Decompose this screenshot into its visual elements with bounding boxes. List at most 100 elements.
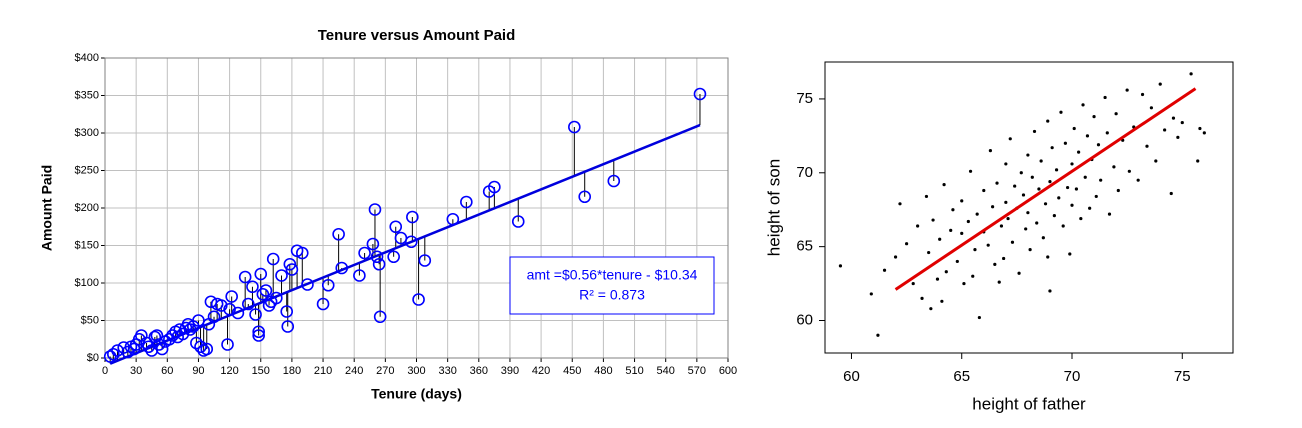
data-point: [1198, 126, 1202, 131]
chart-title: Tenure versus Amount Paid: [318, 27, 516, 44]
x-tick-label: 120: [220, 365, 238, 377]
data-point: [1072, 126, 1076, 131]
data-point: [838, 264, 843, 268]
data-point: [1127, 169, 1131, 173]
data-point: [183, 323, 197, 336]
data-point: [1114, 112, 1118, 116]
data-point: [905, 242, 909, 246]
y-tick-label: $50: [81, 314, 99, 326]
data-point: [373, 310, 387, 324]
data-point: [1024, 227, 1028, 231]
data-point: [148, 330, 162, 344]
data-point: [927, 250, 931, 255]
data-point: [1061, 224, 1065, 228]
data-point: [1039, 159, 1043, 163]
data-point: [1158, 82, 1162, 86]
data-point: [1050, 146, 1054, 150]
x-tick-label: 450: [563, 365, 581, 377]
x-tick-label: 540: [657, 365, 675, 377]
x-tick-label: 70: [1064, 368, 1081, 385]
data-point: [993, 262, 997, 266]
data-point: [1008, 137, 1012, 141]
data-point: [1041, 236, 1045, 240]
x-tick-label: 300: [407, 365, 425, 377]
data-point: [893, 255, 898, 259]
data-point: [1125, 88, 1129, 92]
data-point: [301, 278, 314, 291]
data-point: [163, 332, 176, 346]
data-point: [150, 329, 164, 342]
data-point: [281, 320, 295, 333]
y-axis-title: height of son: [764, 159, 783, 256]
data-point: [960, 199, 964, 203]
data-point: [975, 212, 979, 216]
x-tick-label: 75: [1174, 368, 1191, 385]
data-point: [568, 120, 581, 134]
data-point: [225, 290, 238, 303]
data-point: [1083, 175, 1087, 179]
x-tick-label: 0: [102, 365, 108, 377]
data-point: [1035, 221, 1039, 225]
equation-text: R² = 0.873: [579, 287, 645, 303]
data-point: [353, 269, 366, 282]
y-tick-label: 65: [796, 238, 813, 255]
x-tick-label: 60: [161, 365, 173, 377]
x-tick-label: 360: [470, 365, 488, 377]
data-point: [418, 254, 432, 267]
data-point: [1046, 255, 1050, 259]
data-point: [389, 220, 403, 234]
equation-box: [509, 256, 715, 315]
data-point: [607, 174, 621, 188]
data-point: [1017, 271, 1021, 275]
data-point: [316, 297, 330, 311]
data-point: [1116, 188, 1120, 193]
data-point: [982, 188, 986, 193]
data-point: [1010, 240, 1015, 244]
data-point: [1189, 72, 1193, 76]
data-point: [988, 149, 993, 153]
data-point: [1079, 216, 1083, 221]
data-point: [1081, 103, 1085, 107]
data-point: [1021, 193, 1026, 197]
data-point: [238, 270, 252, 284]
data-point: [1046, 119, 1050, 123]
data-point: [1096, 143, 1101, 147]
data-point: [1088, 206, 1092, 210]
data-point: [1063, 141, 1067, 145]
y-tick-label: $400: [75, 52, 99, 64]
data-point: [1180, 120, 1184, 125]
data-point: [1070, 162, 1074, 166]
x-axis-title: height of father: [972, 394, 1086, 413]
data-point: [249, 308, 262, 321]
data-point: [1196, 159, 1200, 163]
data-point: [1002, 256, 1006, 261]
data-point: [968, 169, 973, 173]
y-tick-label: $200: [75, 202, 99, 214]
data-point: [460, 195, 473, 209]
data-point: [1030, 175, 1034, 179]
x-tick-label: 60: [843, 368, 860, 385]
data-point: [1103, 95, 1107, 100]
data-point: [1112, 165, 1116, 169]
data-point: [1176, 135, 1180, 139]
data-point: [973, 247, 977, 252]
data-point: [511, 215, 525, 228]
data-point: [977, 315, 981, 320]
data-point: [929, 307, 933, 311]
data-point: [1048, 289, 1052, 293]
x-tick-label: 180: [283, 365, 301, 377]
x-tick-label: 600: [719, 365, 737, 377]
data-point: [1004, 200, 1008, 204]
x-tick-label: 330: [438, 365, 456, 377]
data-point: [366, 237, 380, 251]
data-point: [986, 243, 990, 247]
data-point: [280, 305, 294, 318]
x-tick-label: 90: [192, 365, 204, 377]
data-point: [1013, 184, 1017, 188]
x-tick-label: 480: [594, 365, 612, 377]
data-point: [387, 250, 400, 264]
y-tick-label: 70: [796, 164, 813, 181]
data-point: [214, 299, 228, 312]
y-tick-label: $250: [75, 164, 99, 176]
data-point: [285, 263, 299, 276]
